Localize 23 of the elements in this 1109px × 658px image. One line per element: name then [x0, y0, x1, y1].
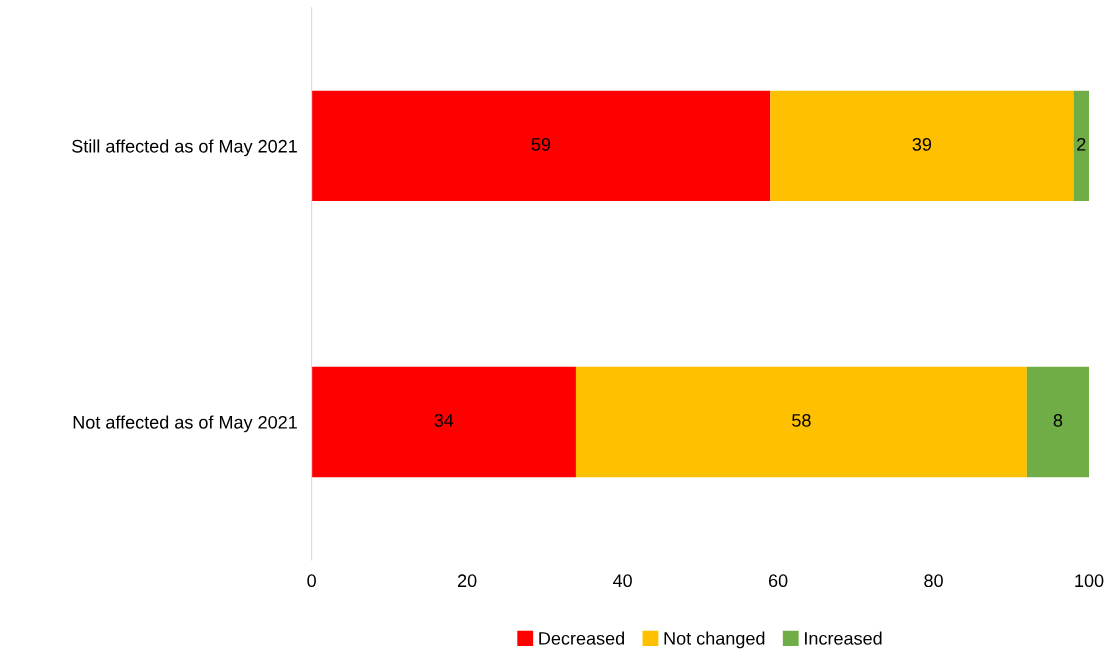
bar — [311, 366, 576, 478]
data-label: 39 — [912, 137, 932, 151]
data-label: 8 — [1053, 414, 1063, 427]
legend-label: Increased — [805, 631, 882, 645]
x-tick-label: 100 — [1075, 574, 1104, 588]
bar — [770, 90, 1074, 202]
legend-label: Decreased — [539, 631, 625, 645]
x-tick-label: 0 — [307, 574, 316, 588]
y-tick-label: Still affected as of May 2021 — [72, 139, 297, 157]
bar — [311, 90, 771, 202]
x-tick-label: 80 — [924, 574, 943, 588]
x-tick-label: 40 — [612, 574, 632, 588]
x-tick-label: 20 — [457, 574, 477, 588]
bar — [1073, 90, 1090, 202]
y-tick-label: Not affected as of May 2021 — [73, 415, 297, 433]
data-label: 2 — [1077, 137, 1086, 151]
data-label: 58 — [792, 414, 811, 427]
bar — [575, 366, 1027, 478]
data-label: 34 — [434, 414, 454, 427]
data-label: 59 — [531, 137, 551, 151]
bar — [1026, 366, 1090, 478]
legend-label: Not changed — [664, 631, 765, 649]
x-tick-label: 60 — [768, 574, 788, 588]
